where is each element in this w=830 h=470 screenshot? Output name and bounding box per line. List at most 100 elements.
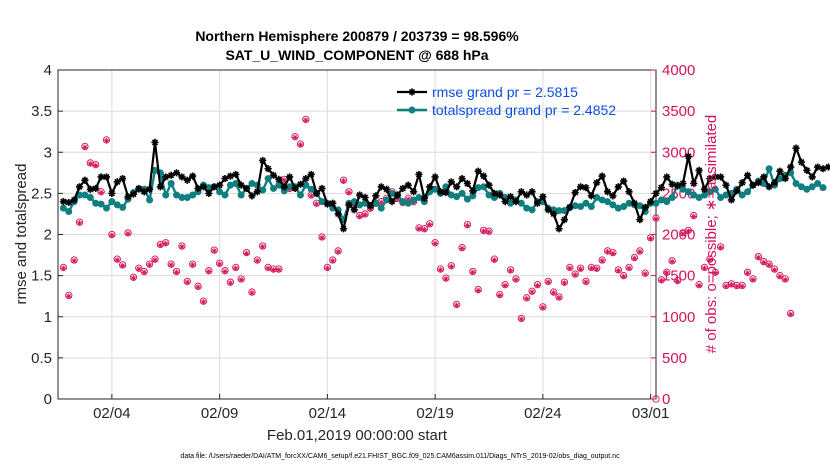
totalspread-point [264,175,272,183]
rmse-point [312,189,321,197]
totalspread-point [604,198,612,206]
legend: rmse grand pr = 2.5815 totalspread grand… [397,84,616,118]
obs-assimilated-point [92,162,99,169]
y-left-tick-label: 0 [44,391,52,408]
totalspread-point [463,195,471,203]
rmse-point [140,188,148,196]
obs-assimilated-point [777,273,783,280]
rmse-point [485,181,493,189]
totalspread-point [189,191,197,199]
obs-assimilated-point [168,262,174,268]
obs-assimilated-point [443,276,449,282]
rmse-point [307,170,315,179]
obs-assimilated-point [136,266,142,272]
totalspread-point [415,193,423,201]
totalspread-point [528,206,536,214]
obs-assimilated-point [642,271,649,277]
obs-assimilated-point [254,258,261,264]
rmse-point [792,144,800,152]
obs-assimilated-point [663,270,670,276]
rmse-point [269,171,278,179]
obs-assimilated-point [152,257,158,263]
totalspread-point [668,193,676,201]
y-left-tick-label: 1.5 [31,268,52,285]
obs-assimilated-point [292,134,298,141]
rmse-point [102,173,111,181]
rmse-point [743,171,752,179]
obs-assimilated-point [491,257,498,263]
rmse-point [512,198,520,206]
rmse-point [587,192,595,200]
rmse-point [625,188,633,196]
rmse-point [727,196,736,204]
obs-assimilated-point [421,226,428,233]
obs-assimilated-point [103,137,110,144]
rmse-point [286,173,294,181]
totalspread-point [237,191,245,199]
rmse-point [668,180,676,188]
obs-assimilated-point [550,290,557,296]
rmse-point [442,188,450,197]
totalspread-point [146,196,154,204]
obs-assimilated-point [464,222,471,229]
obs-assimilated-point [556,295,562,301]
obs-assimilated-point [216,261,223,267]
rmse-point [145,185,154,193]
x-tick-label: 02/04 [93,405,131,422]
totalspread-point [711,185,719,193]
obs-assimilated-point [189,262,196,268]
rmse-point [620,177,628,185]
rmse-point [598,172,606,180]
obs-assimilated-point [200,299,207,305]
obs-assimilated-point [523,295,530,302]
obs-assimilated-point [669,258,675,265]
rmse-point [264,165,272,173]
rmse-point [453,183,461,191]
obs-assimilated-point [766,262,772,268]
totalspread-point [86,193,94,201]
x-tick-label: 02/24 [524,405,562,422]
obs-assimilated-point [270,267,277,273]
rmse-point [517,188,525,196]
rmse-point [409,188,418,196]
totalspread-point [269,184,277,192]
obs-assimilated-point [308,193,315,199]
obs-assimilated-point [502,282,508,289]
obs-assimilated-point [243,250,250,257]
obs-assimilated-point [696,282,702,289]
totalspread-point [404,199,412,207]
totalspread-point [808,183,816,191]
rmse-point [113,178,121,186]
rmse-point [162,173,170,181]
rmse-point [652,189,660,197]
x-tick-label: 02/19 [416,405,454,422]
rmse-point [415,170,423,179]
totalspread-point [458,189,466,197]
rmse-point [797,158,806,166]
rmse-point [189,172,197,180]
rmse-point [770,179,779,187]
obs-assimilated-point [620,273,627,280]
rmse-point [81,176,89,184]
rmse-point [603,188,612,196]
rmse-series [59,138,830,233]
rmse-point [119,174,127,183]
rmse-point [75,183,84,191]
obs-assimilated-point [276,267,282,273]
obs-assimilated-point [76,220,83,226]
rmse-point [501,198,509,206]
rmse-point [59,198,67,206]
rmse-point [808,173,816,181]
totalspread-point [582,199,590,207]
obs-assimilated-point [453,302,460,309]
obs-assimilated-point [71,258,77,264]
rmse-point [819,165,827,173]
obs-assimilated-point [206,268,212,275]
rmse-point [738,179,746,187]
x-axis-label: Feb.01,2019 00:00:00 start [267,427,448,444]
obs-assimilated-point [604,248,611,255]
rmse-point [814,163,822,171]
totalspread-point [307,185,315,193]
obs-assimilated-point [259,244,266,250]
rmse-point [506,193,515,201]
